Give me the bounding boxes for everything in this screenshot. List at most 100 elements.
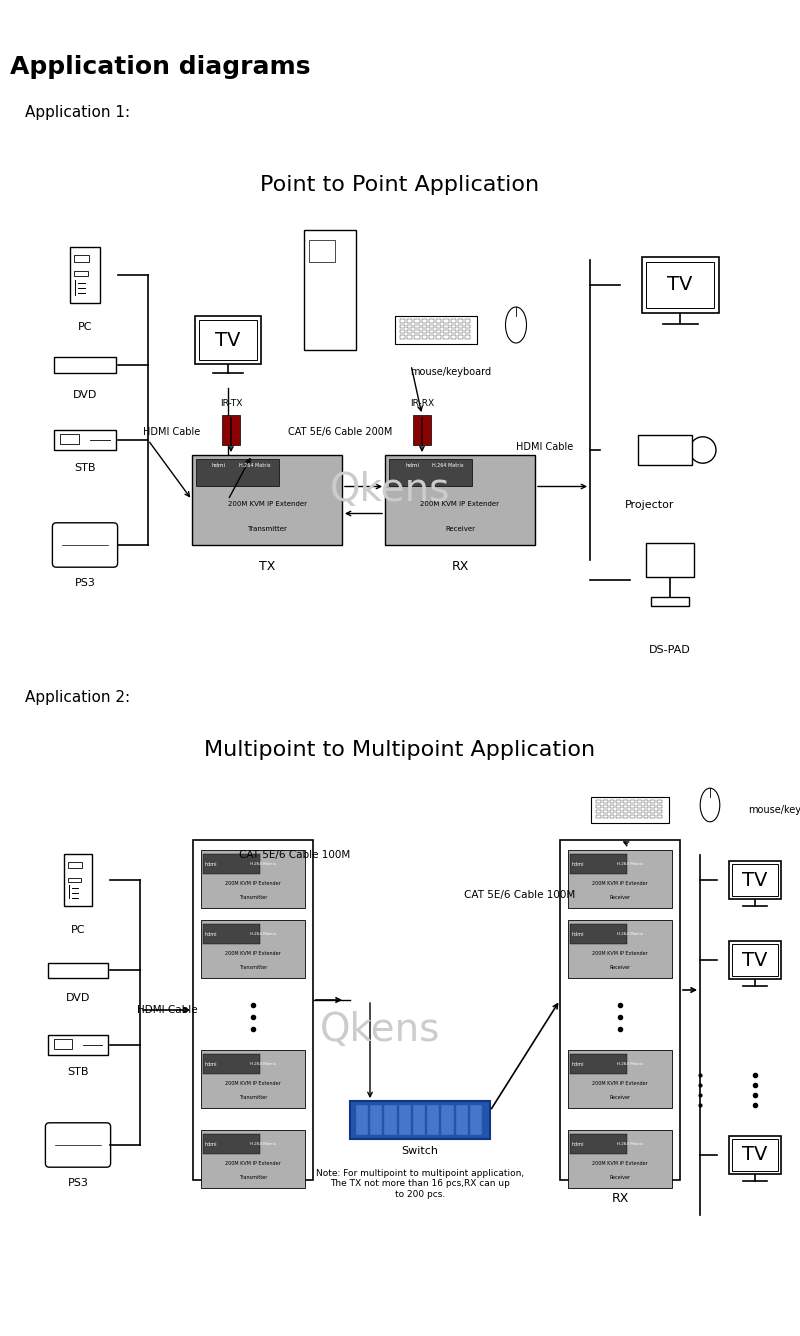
Text: H.264 Matrix: H.264 Matrix <box>617 862 643 866</box>
Bar <box>643 810 648 814</box>
Bar <box>74 271 87 275</box>
Text: hdmi: hdmi <box>572 1142 584 1146</box>
Bar <box>458 335 463 339</box>
Text: H.264 Matrix: H.264 Matrix <box>250 933 276 937</box>
Bar <box>623 815 628 818</box>
Bar <box>201 921 305 978</box>
Bar <box>193 840 313 1180</box>
Text: TV: TV <box>742 871 768 890</box>
Bar <box>650 800 655 803</box>
Bar <box>570 1054 627 1074</box>
FancyBboxPatch shape <box>46 1122 110 1168</box>
Text: HDMI Cable: HDMI Cable <box>143 428 201 437</box>
Bar <box>68 878 81 882</box>
Bar <box>64 854 92 906</box>
Bar <box>400 319 405 322</box>
Text: PS3: PS3 <box>74 578 95 588</box>
Bar <box>192 456 342 545</box>
Bar <box>630 810 635 814</box>
Bar <box>616 815 621 818</box>
Text: CAT 5E/6 Cable 100M: CAT 5E/6 Cable 100M <box>464 890 576 900</box>
Bar <box>630 806 635 808</box>
Bar <box>195 317 261 363</box>
Bar <box>616 810 621 814</box>
Bar <box>389 460 471 486</box>
Bar <box>436 330 442 334</box>
Bar <box>596 806 601 808</box>
Bar <box>650 815 655 818</box>
Text: CAT 5E/6 Cable 100M: CAT 5E/6 Cable 100M <box>239 850 350 860</box>
Bar <box>450 335 456 339</box>
Bar <box>427 1105 439 1136</box>
Bar <box>74 255 89 262</box>
Bar <box>48 1035 108 1055</box>
Text: H.264 Matrix: H.264 Matrix <box>250 1062 276 1066</box>
Bar <box>732 1140 778 1170</box>
Ellipse shape <box>700 788 720 822</box>
Text: STB: STB <box>74 464 96 473</box>
Bar <box>414 319 419 322</box>
Bar <box>603 800 608 803</box>
Bar <box>646 542 694 577</box>
Bar <box>48 962 108 978</box>
Text: 200M KVM IP Extender: 200M KVM IP Extender <box>592 1081 648 1086</box>
Bar <box>470 1105 482 1136</box>
Circle shape <box>308 282 324 298</box>
Bar <box>729 860 782 899</box>
Text: 200M KVM IP Extender: 200M KVM IP Extender <box>225 882 281 886</box>
Bar <box>394 317 478 343</box>
Bar <box>414 335 419 339</box>
Bar <box>643 815 648 818</box>
Text: Multipoint to Multipoint Application: Multipoint to Multipoint Application <box>205 740 595 760</box>
Text: IR-TX: IR-TX <box>220 398 242 407</box>
Bar <box>443 325 449 329</box>
Text: STB: STB <box>67 1067 89 1077</box>
Bar <box>400 330 405 334</box>
Bar <box>450 319 456 322</box>
Text: H.264 Matrix: H.264 Matrix <box>617 933 643 937</box>
Bar <box>658 800 662 803</box>
Bar <box>596 810 601 814</box>
Text: CAT 5E/6 Cable 200M: CAT 5E/6 Cable 200M <box>288 428 392 437</box>
Bar <box>610 806 614 808</box>
Bar <box>413 1105 425 1136</box>
Bar <box>458 325 463 329</box>
Bar <box>407 319 412 322</box>
Bar <box>610 800 614 803</box>
Bar <box>199 321 257 359</box>
Bar <box>637 810 642 814</box>
Text: Transmitter: Transmitter <box>239 965 267 970</box>
Text: mouse/keyboard: mouse/keyboard <box>410 367 491 377</box>
Bar <box>54 357 116 373</box>
Bar <box>596 800 601 803</box>
Bar <box>630 815 635 818</box>
Bar <box>203 925 260 945</box>
Bar <box>591 798 669 823</box>
Text: 200M KVM IP Extender: 200M KVM IP Extender <box>225 1161 281 1166</box>
Text: H.264 Matrix: H.264 Matrix <box>239 464 271 468</box>
Bar <box>732 864 778 896</box>
Bar <box>650 806 655 808</box>
Bar <box>658 815 662 818</box>
Bar <box>201 1130 305 1188</box>
Text: 200M KVM IP Extender: 200M KVM IP Extender <box>592 951 648 957</box>
Bar <box>429 319 434 322</box>
Bar <box>637 815 642 818</box>
Bar <box>429 330 434 334</box>
Bar <box>414 325 419 329</box>
Text: IR-RX: IR-RX <box>410 398 434 407</box>
Bar <box>443 335 449 339</box>
Text: Point to Point Application: Point to Point Application <box>261 175 539 195</box>
Bar <box>356 1105 368 1136</box>
Bar <box>398 1105 411 1136</box>
Text: DVD: DVD <box>66 993 90 1003</box>
Bar <box>568 850 672 908</box>
Text: TX: TX <box>259 561 275 573</box>
Bar <box>603 806 608 808</box>
Bar <box>603 810 608 814</box>
Bar <box>203 1134 260 1154</box>
Bar <box>350 1101 490 1140</box>
Bar <box>54 1039 72 1049</box>
Bar <box>658 806 662 808</box>
Bar <box>201 1050 305 1108</box>
